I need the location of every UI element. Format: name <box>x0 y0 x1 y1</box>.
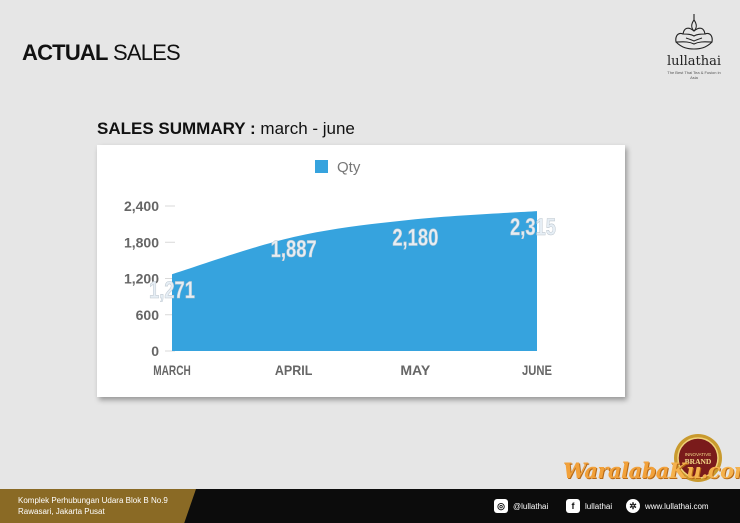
facebook-handle: lullathai <box>585 501 613 511</box>
brand-logo: lullathai The Best Thai Tea & Fusion in … <box>664 12 724 80</box>
plot-area <box>172 211 537 351</box>
y-tick-label: 2,400 <box>124 198 159 214</box>
summary-title: SALES SUMMARY : march - june <box>97 119 355 139</box>
facebook-link[interactable]: f lullathai <box>566 489 612 523</box>
summary-title-bold: SALES SUMMARY : <box>97 119 256 138</box>
y-axis: 0 600 1,200 1,800 2,400 <box>124 198 175 359</box>
data-label: 1,887 <box>271 236 317 263</box>
y-tick-label: 1,200 <box>124 271 159 287</box>
legend-label: Qty <box>337 159 361 176</box>
globe-icon: ✲ <box>626 499 640 513</box>
slide-title-bold: ACTUAL <box>22 40 108 65</box>
website-url: www.lullathai.com <box>645 501 709 511</box>
x-tick-label: MAY <box>400 362 431 378</box>
instagram-icon: ◎ <box>494 499 508 513</box>
footer-address: Komplek Perhubungan Udara Blok B No.9 Ra… <box>0 489 196 523</box>
sales-chart: Qty 0 600 1,200 1,800 2,400 MARCH APRIL MAY JUN… <box>97 145 625 397</box>
area-qty <box>172 211 537 351</box>
data-label: 2,180 <box>392 224 438 251</box>
address-line-1: Komplek Perhubungan Udara Blok B No.9 <box>18 496 168 505</box>
address-line-2: Rawasari, Jakarta Pusat <box>18 507 105 516</box>
y-tick-label: 1,800 <box>124 234 159 250</box>
facebook-icon: f <box>566 499 580 513</box>
watermark-ku: Ku.com <box>668 458 740 483</box>
slide-title: ACTUAL SALES <box>22 40 181 66</box>
y-tick-label: 600 <box>136 307 160 323</box>
legend-swatch <box>315 160 328 173</box>
instagram-link[interactable]: ◎ @lullathai <box>494 489 548 523</box>
data-label: 1,271 <box>149 277 195 304</box>
data-labels: 1,271 1,887 2,180 2,315 <box>149 214 557 305</box>
x-axis: MARCH APRIL MAY JUNE <box>153 362 552 378</box>
website-link[interactable]: ✲ www.lullathai.com <box>626 489 709 523</box>
x-tick-label: APRIL <box>275 362 313 378</box>
slide-title-rest: SALES <box>107 40 181 65</box>
lotus-temple-icon <box>675 14 713 50</box>
badge-line2: BRAND <box>685 457 712 466</box>
watermark-main: Waralaba <box>563 458 669 483</box>
summary-title-rest: march - june <box>255 119 355 138</box>
sales-chart-svg: Qty 0 600 1,200 1,800 2,400 MARCH APRIL MAY JUN… <box>124 159 557 378</box>
brand-name: lullathai <box>666 54 722 69</box>
x-tick-label: JUNE <box>522 362 552 378</box>
chart-legend: Qty <box>315 159 361 176</box>
badge-line1: INNOVATIVE <box>685 452 712 457</box>
brand-tagline: The Best Thai Tea & Fusion in Asia <box>667 70 721 80</box>
instagram-handle: @lullathai <box>513 501 549 511</box>
y-tick-label: 0 <box>151 343 159 359</box>
watermark: WaralabaKu.com <box>563 458 740 483</box>
footer: Komplek Perhubungan Udara Blok B No.9 Ra… <box>0 489 740 523</box>
data-label: 2,315 <box>510 214 556 241</box>
x-tick-label: MARCH <box>153 362 191 378</box>
innovative-brand-badge: INNOVATIVE BRAND <box>672 432 724 484</box>
